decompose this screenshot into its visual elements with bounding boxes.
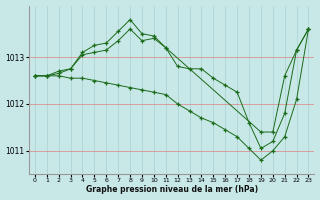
X-axis label: Graphe pression niveau de la mer (hPa): Graphe pression niveau de la mer (hPa) [86, 185, 258, 194]
